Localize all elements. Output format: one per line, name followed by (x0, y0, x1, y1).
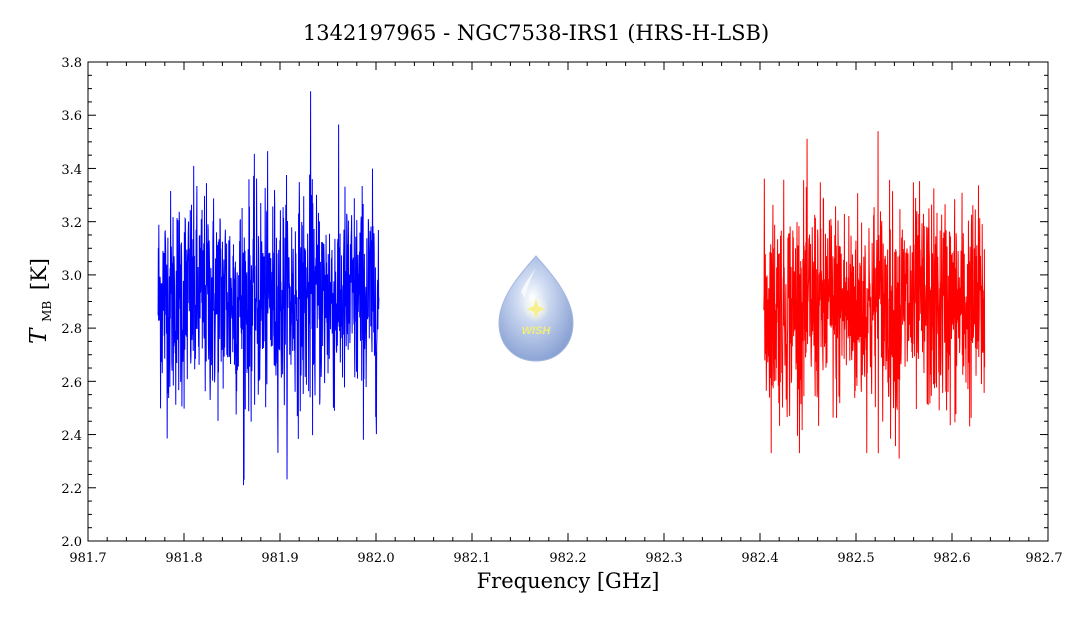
x-axis-label: Frequency [GHz] (477, 569, 660, 593)
svg-text:T MB [K]: T MB [K] (26, 258, 56, 344)
x-tick-label: 982.5 (837, 551, 874, 566)
y-tick-label: 3.0 (61, 269, 82, 284)
y-axis-label: T MB [K] (26, 258, 56, 344)
y-tick-label: 3.6 (61, 109, 82, 124)
y-tick-label: 2.6 (61, 376, 82, 391)
x-tick-label: 982.2 (549, 551, 586, 566)
y-tick-label: 2.4 (61, 429, 82, 444)
x-tick-label: 982.4 (741, 551, 778, 566)
y-axis-label-unit: [K] (27, 258, 51, 290)
series-group (157, 91, 986, 486)
x-tick-label: 982.1 (453, 551, 490, 566)
x-tick-labels: 981.7 981.8 981.9 982.0 982.1 982.2 982.… (69, 551, 1062, 566)
wish-logo: WISH (498, 255, 574, 362)
y-tick-label: 3.4 (61, 163, 82, 178)
series-line-1 (157, 91, 380, 486)
y-axis-label-sub: MB (40, 301, 54, 322)
chart-title: 1342197965 - NGC7538-IRS1 (HRS-H-LSB) (303, 21, 769, 45)
x-tick-label: 982.7 (1025, 551, 1062, 566)
x-tick-label: 982.6 (933, 551, 970, 566)
y-tick-labels: 2.0 2.2 2.4 2.6 2.8 3.0 3.2 3.4 3.6 3.8 (61, 56, 82, 550)
logo-drop-highlight (521, 268, 536, 298)
y-tick-label: 3.8 (61, 56, 82, 71)
y-tick-label: 2.8 (61, 322, 82, 337)
series-line-2 (763, 131, 986, 459)
star-icon (527, 299, 545, 319)
x-tick-label: 981.8 (165, 551, 202, 566)
x-tick-label: 981.7 (69, 551, 106, 566)
x-tick-label: 982.3 (645, 551, 682, 566)
y-axis-label-main: T (26, 327, 52, 344)
logo-text: WISH (522, 325, 552, 337)
y-tick-label: 3.2 (61, 216, 82, 231)
y-tick-label: 2.2 (61, 482, 82, 497)
x-tick-label: 982.0 (357, 551, 394, 566)
x-tick-label: 981.9 (261, 551, 298, 566)
y-tick-label: 2.0 (61, 535, 82, 550)
tick-marks (87, 61, 1049, 542)
